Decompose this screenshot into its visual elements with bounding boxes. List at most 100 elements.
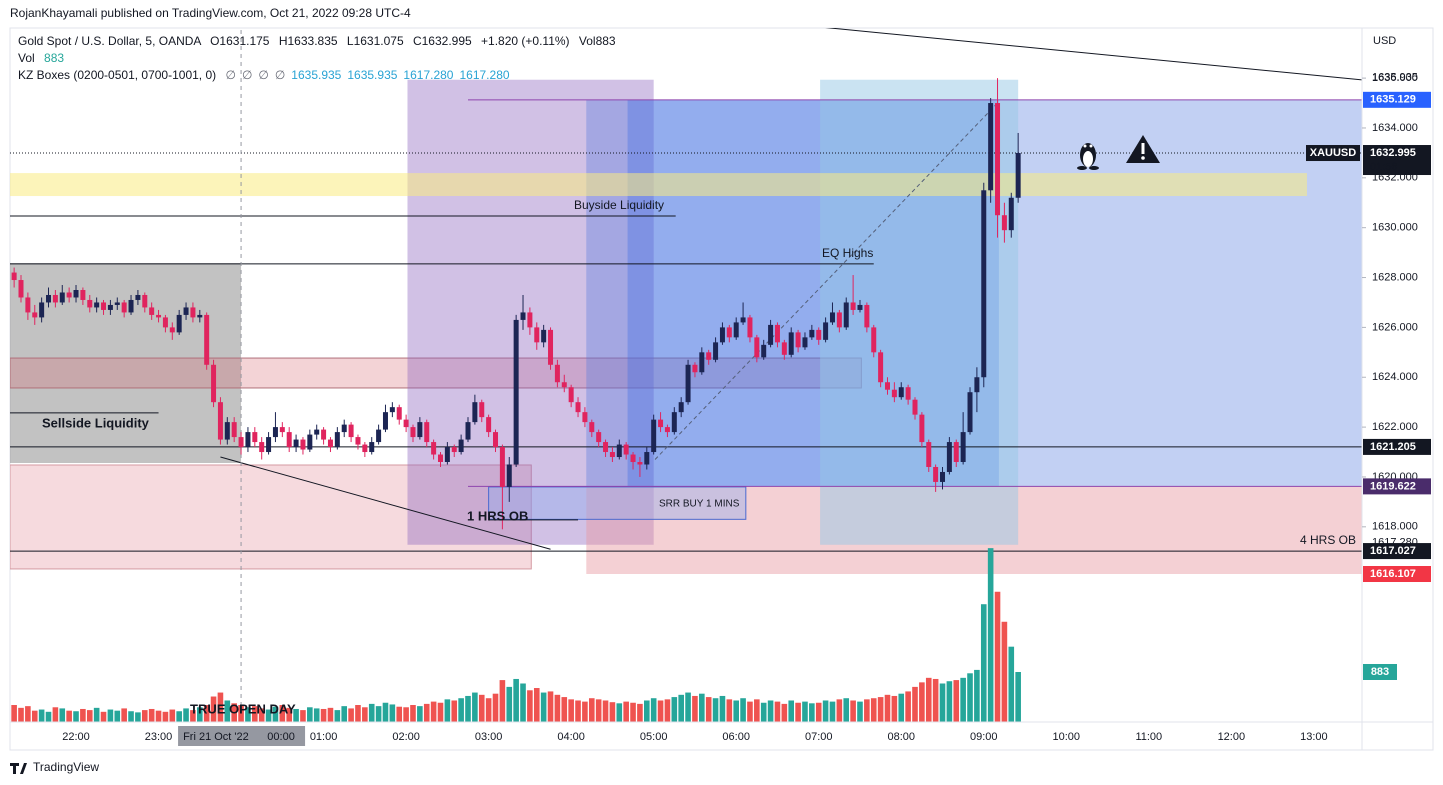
volume-bar bbox=[93, 707, 100, 722]
candle-body bbox=[176, 314, 182, 333]
candle-body bbox=[437, 454, 443, 463]
candle-body bbox=[410, 427, 416, 438]
candle-body bbox=[541, 329, 547, 343]
volume-bar bbox=[313, 708, 320, 722]
volume-legend-value: 883 bbox=[44, 51, 64, 65]
volume-bar bbox=[423, 703, 430, 722]
candle-body bbox=[25, 297, 31, 313]
candle-body bbox=[293, 439, 299, 448]
volume-bar bbox=[135, 712, 141, 722]
volume-bar bbox=[967, 673, 973, 722]
candle-body bbox=[245, 432, 251, 448]
candle-body bbox=[651, 419, 657, 453]
y-tick-label: 1630.000 bbox=[1372, 222, 1418, 234]
volume-bar bbox=[382, 702, 389, 722]
volume-bar bbox=[980, 604, 987, 722]
candle-body bbox=[314, 429, 320, 435]
candle-body bbox=[596, 432, 602, 443]
candle-body bbox=[355, 437, 361, 445]
candle-body bbox=[382, 412, 388, 430]
drawing-line bbox=[220, 456, 551, 550]
candle-body bbox=[864, 304, 870, 328]
volume-bar bbox=[465, 695, 471, 722]
candle-body bbox=[341, 424, 347, 433]
volume-bar bbox=[231, 703, 237, 722]
volume-bar bbox=[925, 677, 932, 722]
volume-bar bbox=[437, 702, 444, 722]
linux-icon bbox=[1077, 143, 1099, 170]
symbol-badge bbox=[1306, 145, 1360, 162]
volume-bar bbox=[217, 692, 224, 722]
candle-body bbox=[520, 312, 526, 320]
price-badge-label: 1621.205 bbox=[1370, 441, 1416, 453]
candle-body bbox=[52, 294, 58, 303]
candle-body bbox=[348, 424, 354, 438]
candle-body bbox=[417, 422, 423, 438]
candle-body bbox=[802, 337, 808, 348]
candle-body bbox=[926, 442, 932, 467]
volume-bar bbox=[533, 688, 540, 722]
volume-bar bbox=[73, 711, 79, 722]
volume-bar bbox=[994, 591, 1001, 722]
candle-body bbox=[231, 422, 237, 438]
candle-body bbox=[733, 322, 739, 338]
candle-body bbox=[403, 419, 409, 428]
volume-bar bbox=[80, 708, 86, 722]
candle-body bbox=[465, 422, 471, 440]
volume-bar bbox=[52, 707, 59, 722]
candle-body bbox=[981, 190, 987, 378]
candle-body bbox=[616, 444, 622, 458]
volume-bar bbox=[884, 694, 891, 722]
candle-body bbox=[424, 422, 430, 443]
volume-bar bbox=[733, 700, 740, 722]
candle-body bbox=[912, 399, 918, 415]
volume-bar bbox=[575, 700, 581, 722]
volume-bar bbox=[183, 708, 189, 722]
candle-body bbox=[726, 327, 732, 338]
volume-bar bbox=[25, 706, 31, 722]
candle-body bbox=[988, 103, 994, 191]
x-tick-label: 23:00 bbox=[145, 731, 173, 743]
volume-bar bbox=[1008, 646, 1015, 722]
volume-bar bbox=[795, 702, 801, 722]
candle-body bbox=[953, 442, 959, 463]
volume-bar bbox=[38, 709, 45, 722]
x-tick-label: 12:00 bbox=[1218, 731, 1246, 743]
currency: USD bbox=[1373, 35, 1396, 47]
volume-badge-label: 883 bbox=[1371, 666, 1389, 678]
candle-body bbox=[396, 407, 402, 420]
volume-bar bbox=[155, 710, 162, 722]
axis-marker-label: 1635.935 bbox=[1372, 72, 1418, 84]
candle-body bbox=[321, 429, 327, 440]
volume-bar bbox=[719, 695, 726, 722]
candle-body bbox=[623, 444, 629, 455]
candle-body bbox=[135, 294, 141, 300]
volume-bar bbox=[595, 699, 602, 722]
volume-bar bbox=[912, 686, 918, 722]
candle-body bbox=[114, 302, 120, 305]
volume-bar bbox=[458, 698, 464, 722]
price-badge bbox=[1363, 543, 1431, 560]
candle-body bbox=[575, 402, 581, 413]
candle-body bbox=[823, 322, 829, 340]
volume-bar bbox=[417, 706, 423, 722]
annotation: 4 HRS OB bbox=[1300, 533, 1356, 547]
candle-body bbox=[46, 294, 52, 303]
candle-body bbox=[149, 307, 155, 315]
x-tick-label: 02:00 bbox=[392, 731, 420, 743]
volume-bar bbox=[272, 706, 279, 722]
volume-bar bbox=[932, 678, 939, 722]
zone bbox=[10, 464, 532, 570]
candle-body bbox=[548, 329, 554, 365]
candle-body bbox=[94, 302, 100, 308]
legend-line: Gold Spot / U.S. Dollar, 5, OANDA O1631.… bbox=[18, 34, 616, 48]
volume-bar bbox=[946, 681, 953, 722]
candle-body bbox=[11, 272, 17, 281]
volume-bar bbox=[822, 700, 829, 722]
price-badge-label: 1635.129 bbox=[1370, 94, 1416, 106]
candle-body bbox=[472, 402, 478, 423]
legend-value: L1631.075 bbox=[347, 34, 404, 48]
volume-bar bbox=[485, 698, 492, 722]
candle-body bbox=[554, 364, 560, 383]
candle-body bbox=[527, 312, 533, 328]
